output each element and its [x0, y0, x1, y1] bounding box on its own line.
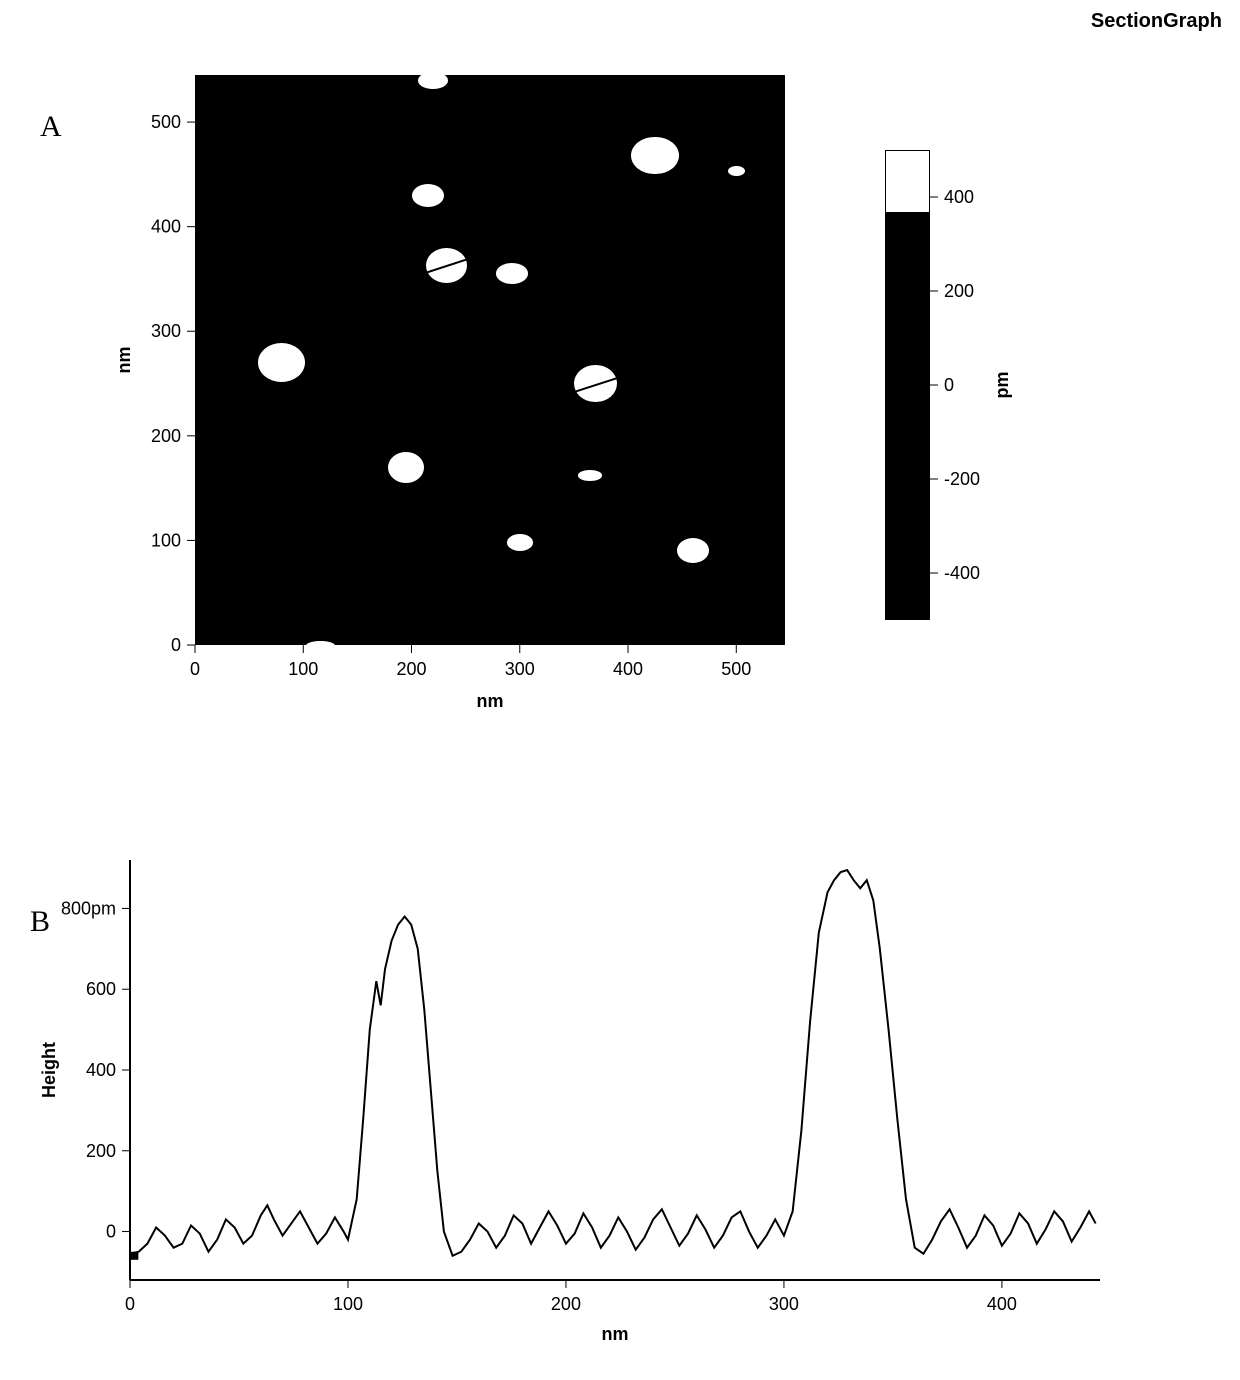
svg-text:200: 200: [551, 1294, 581, 1314]
svg-text:0: 0: [125, 1294, 135, 1314]
svg-text:100: 100: [333, 1294, 363, 1314]
svg-text:600: 600: [86, 979, 116, 999]
svg-text:300: 300: [769, 1294, 799, 1314]
svg-text:800pm: 800pm: [61, 898, 116, 918]
height-profile-chart: 0 100 200 300 400 nm 0 200 400 600 800pm Height: [0, 0, 1240, 1380]
svg-text:0: 0: [106, 1222, 116, 1242]
svg-text:200: 200: [86, 1141, 116, 1161]
svg-text:400: 400: [987, 1294, 1017, 1314]
svg-text:Height: Height: [39, 1042, 59, 1098]
svg-text:400: 400: [86, 1060, 116, 1080]
svg-text:nm: nm: [602, 1324, 629, 1344]
